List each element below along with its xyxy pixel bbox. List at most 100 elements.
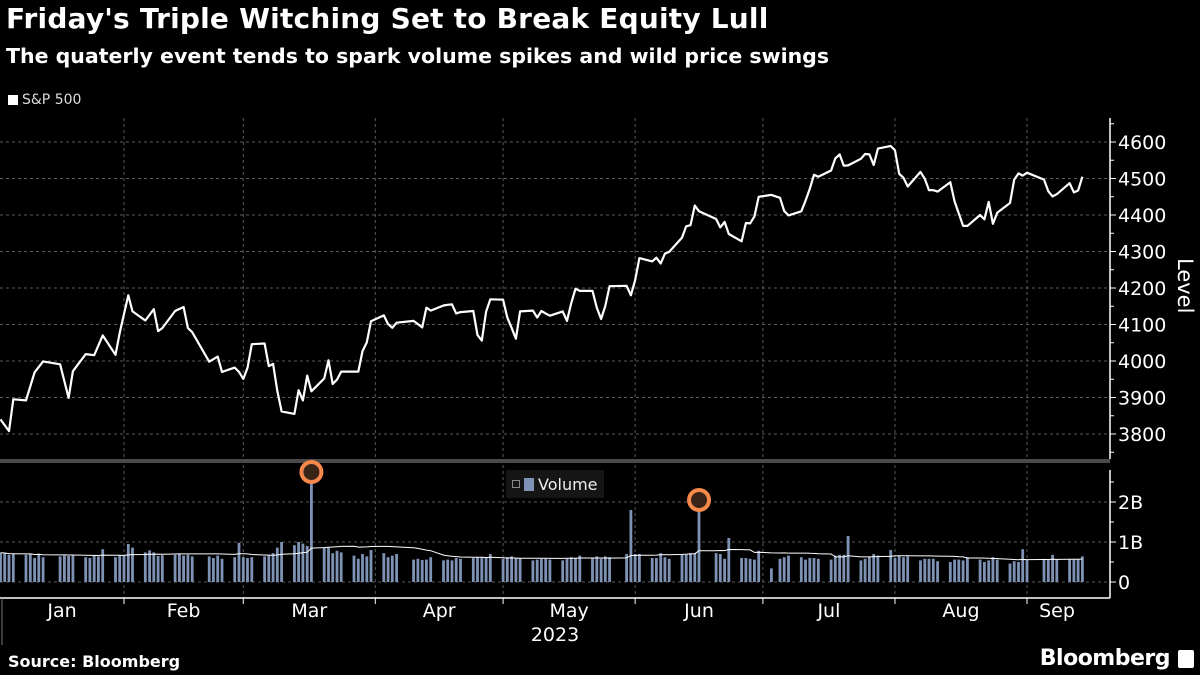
volume-bar — [501, 558, 505, 582]
volume-bar — [190, 556, 194, 582]
volume-bar — [689, 553, 692, 582]
volume-bar — [753, 559, 756, 582]
volume-bar — [863, 558, 867, 582]
volume-bar — [872, 554, 876, 582]
volume-bar — [305, 546, 309, 582]
volume-bar — [271, 553, 275, 582]
volume-bar — [868, 557, 871, 582]
volume-bar — [842, 554, 846, 582]
bloomberg-logo: Bloomberg — [1039, 646, 1171, 671]
volume-bar — [293, 545, 296, 582]
volume-bar — [927, 558, 931, 582]
volume-bar — [897, 555, 901, 582]
volume-bar — [829, 559, 833, 582]
volume-bar — [578, 555, 582, 582]
volume-bar — [339, 552, 343, 582]
volume-tick-label: 1B — [1118, 532, 1143, 554]
volume-bar — [476, 557, 479, 582]
volume-bar — [412, 559, 415, 582]
volume-bar — [902, 557, 905, 582]
volume-bar — [220, 558, 224, 582]
price-tick-label: 4500 — [1118, 169, 1166, 191]
volume-bar — [787, 555, 790, 582]
volume-bar — [186, 554, 190, 582]
volume-bar — [569, 557, 573, 582]
price-tick-label: 3900 — [1118, 388, 1166, 410]
volume-bar — [301, 543, 305, 582]
volume-bar — [744, 558, 748, 582]
volume-bar — [71, 555, 75, 582]
volume-bar — [41, 557, 45, 582]
volume-bar — [92, 555, 96, 582]
volume-bar — [327, 547, 330, 582]
volume-bar — [114, 557, 117, 582]
volume-bar — [603, 556, 607, 582]
volume-bar — [680, 554, 684, 582]
volume-bar — [369, 550, 373, 582]
volume-bar — [953, 559, 956, 582]
volume-bar — [966, 557, 969, 582]
volume-bar — [233, 557, 237, 582]
volume-bar — [450, 560, 454, 582]
volume-bar — [459, 558, 462, 582]
volume-bar — [740, 558, 743, 582]
volume-bar — [889, 550, 893, 582]
volume-bar — [484, 558, 488, 582]
volume-bar — [420, 560, 424, 582]
price-tick-label: 4400 — [1118, 205, 1166, 227]
price-tick-label: 4100 — [1118, 315, 1166, 337]
chart-subtitle: The quaterly event tends to spark volume… — [6, 44, 830, 68]
volume-bar — [216, 555, 220, 582]
volume-bar — [267, 555, 271, 582]
volume-bar — [782, 557, 786, 582]
volume-bar — [471, 558, 475, 582]
volume-bar — [540, 558, 543, 582]
volume-legend[interactable]: Volume — [506, 470, 604, 498]
volume-bar — [11, 554, 15, 582]
volume-bar — [650, 558, 654, 582]
volume-bar — [1076, 559, 1080, 582]
volume-bar — [906, 556, 910, 582]
volume-bar — [250, 557, 254, 582]
volume-bar — [876, 555, 880, 582]
volume-bar — [808, 558, 812, 582]
volume-bar — [148, 550, 151, 582]
volume-bar — [442, 560, 445, 582]
volume-bar — [1008, 563, 1012, 582]
volume-bar — [182, 555, 185, 582]
volume-legend-label: Volume — [538, 474, 598, 494]
volume-bar — [1072, 559, 1076, 582]
volume-bar — [714, 553, 718, 582]
volume-bar — [386, 557, 390, 582]
volume-bar — [510, 556, 513, 582]
volume-bar — [37, 553, 41, 582]
volume-average-line — [0, 545, 1083, 561]
volume-bar — [67, 556, 70, 582]
volume-bar — [297, 542, 300, 582]
volume-bar — [310, 472, 313, 582]
volume-bar — [416, 558, 420, 582]
volume-bar — [608, 557, 611, 582]
volume-bar — [1042, 558, 1046, 582]
volume-bar — [361, 554, 364, 582]
price-legend-swatch — [8, 95, 18, 105]
volume-bar — [667, 558, 671, 582]
volume-bar — [548, 559, 552, 582]
volume-bar — [241, 557, 245, 582]
volume-bar — [684, 554, 688, 582]
volume-bar — [599, 558, 603, 582]
x-tick-label: Feb — [167, 600, 201, 622]
expand-icon[interactable] — [512, 480, 520, 488]
price-tick-label: 4300 — [1118, 242, 1166, 264]
volume-bar — [3, 553, 7, 582]
volume-bar — [718, 554, 722, 582]
volume-bar — [561, 560, 565, 582]
price-tick-label: 3800 — [1118, 424, 1166, 446]
x-tick-label: Aug — [942, 600, 979, 622]
x-tick-label: Jun — [683, 600, 714, 622]
volume-bar — [390, 555, 394, 582]
volume-bar — [58, 556, 62, 582]
volume-bar — [659, 553, 663, 582]
volume-bar — [591, 558, 594, 582]
price-legend-label: S&P 500 — [22, 92, 82, 108]
